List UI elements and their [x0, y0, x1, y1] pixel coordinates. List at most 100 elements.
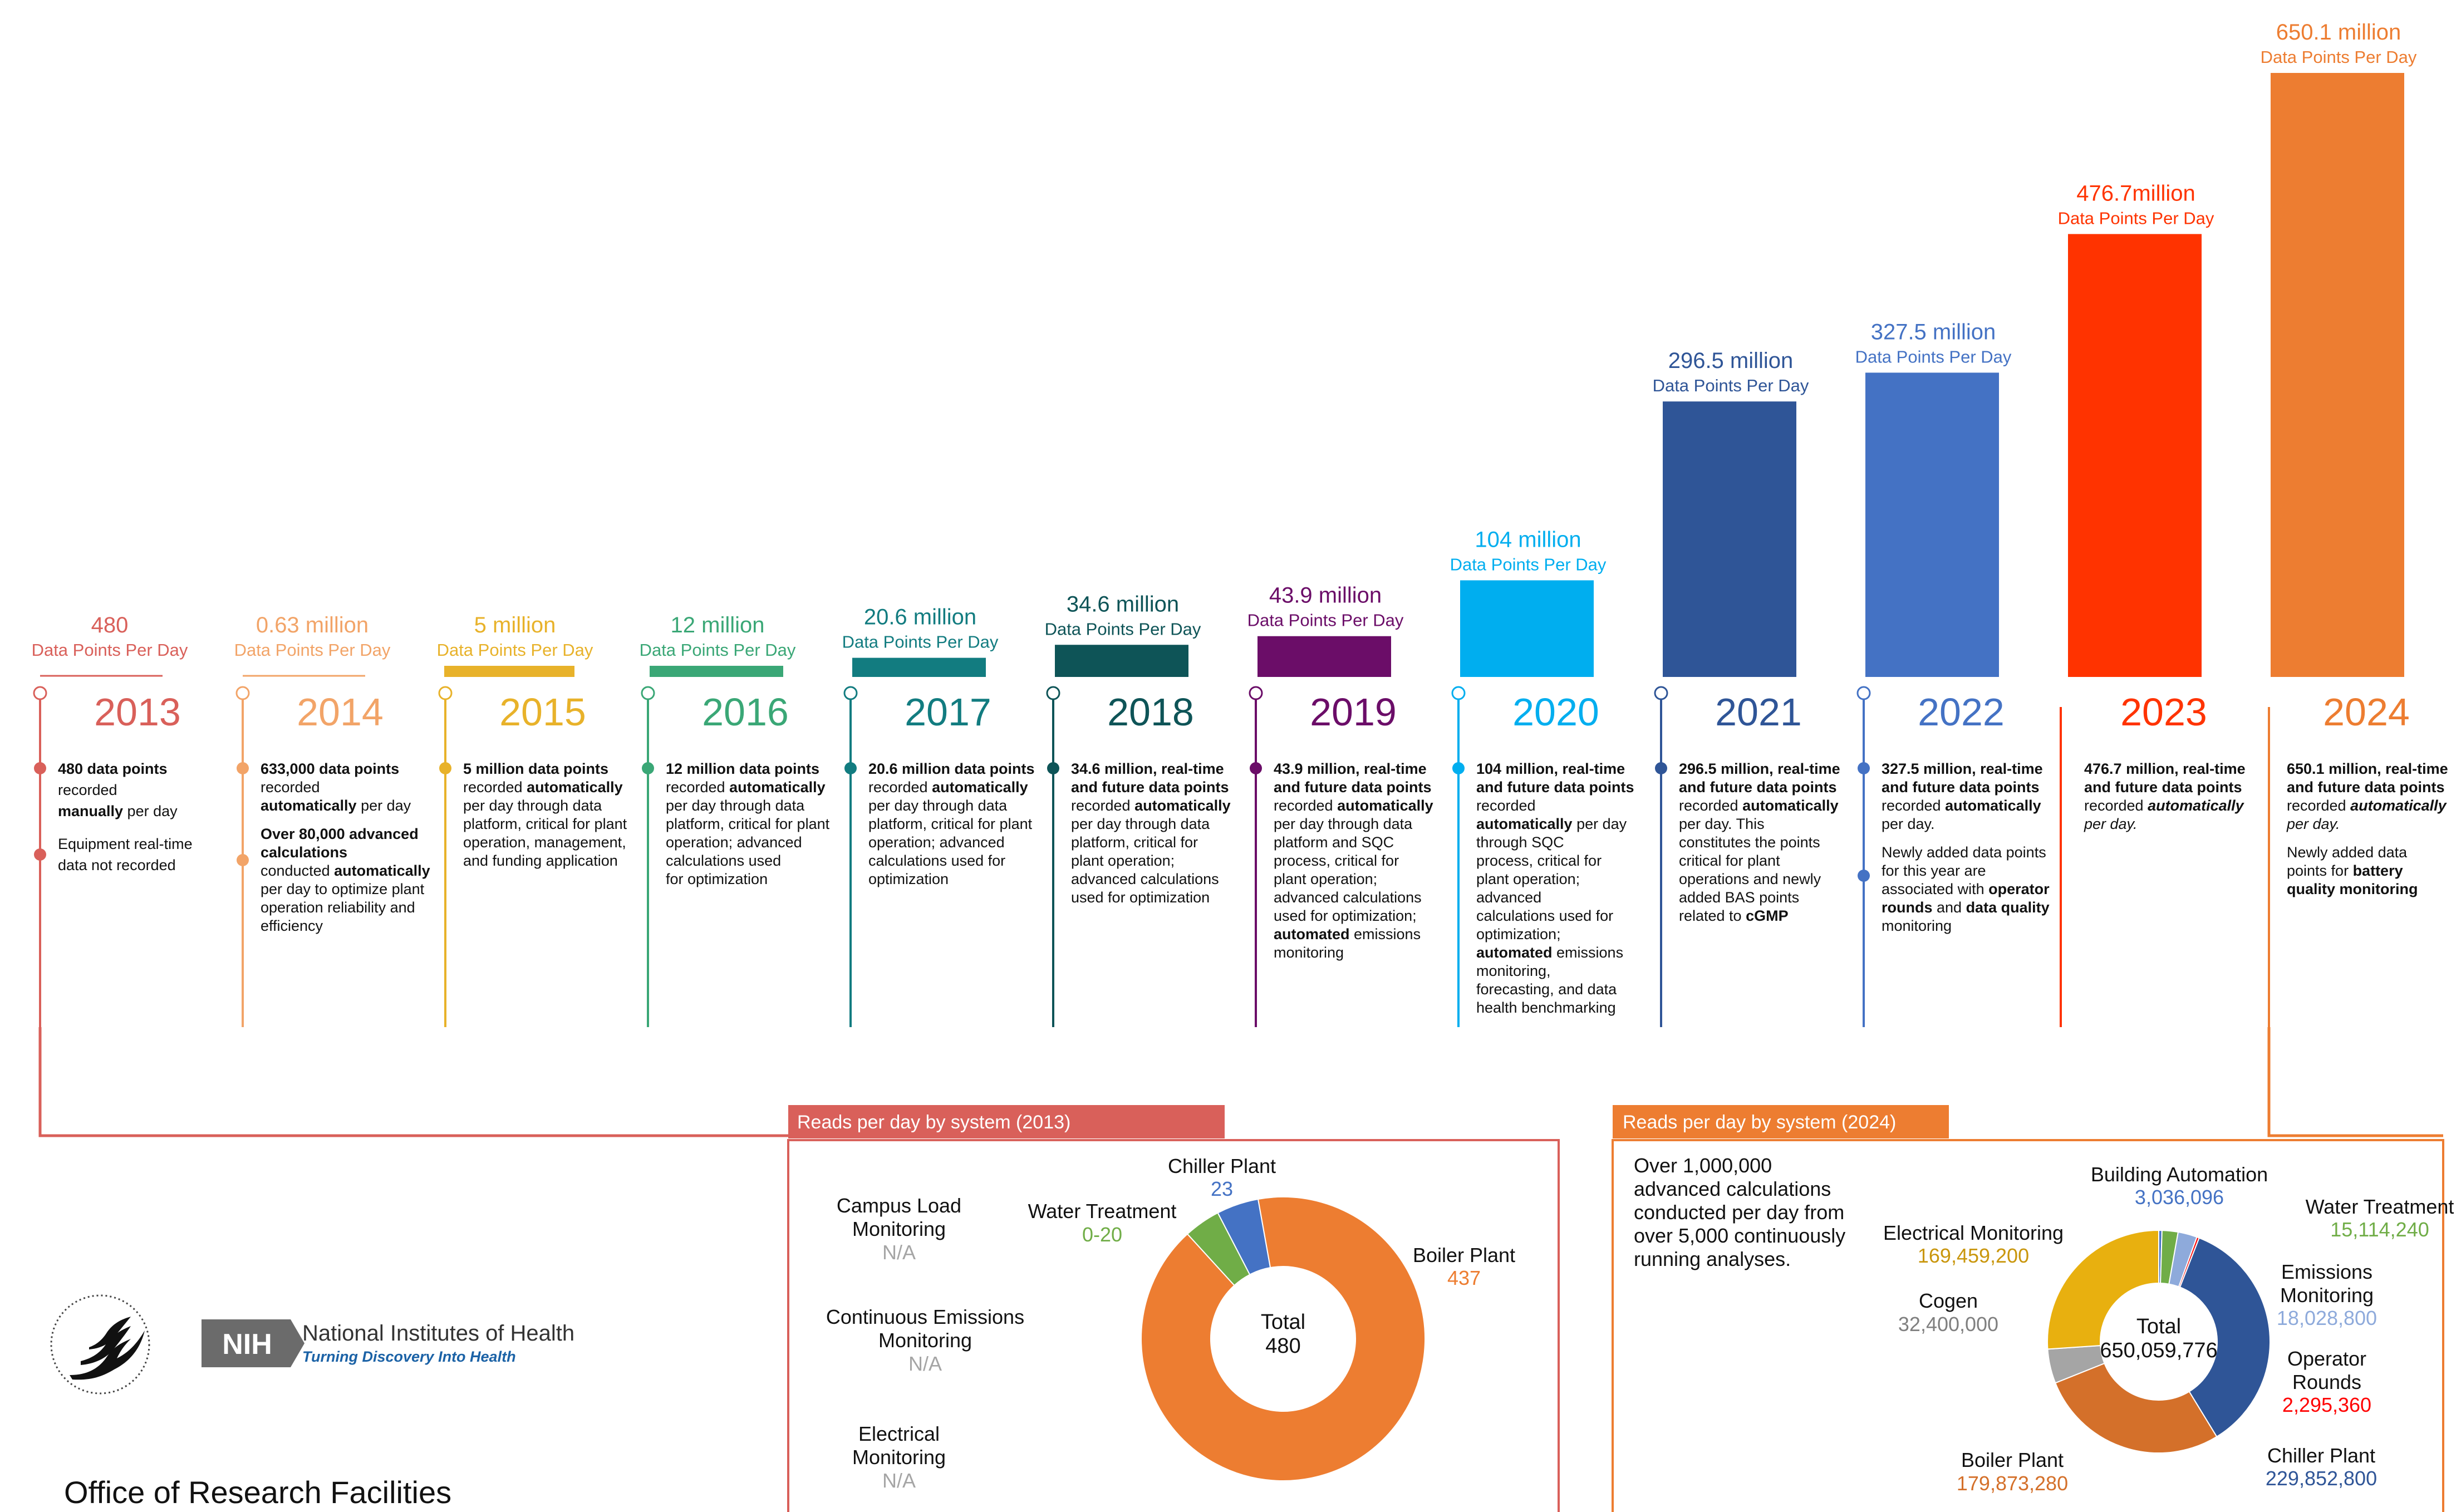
milestone-2016-line: platform, critical for plant [666, 816, 830, 832]
label-2024-cogen: Cogen [1919, 1289, 1978, 1312]
milestone-2019-line: per day through data [1274, 816, 1413, 832]
unit-label-2021: Data Points Per Day [1653, 376, 1809, 395]
milestone-2020-line: monitoring, [1476, 963, 1551, 979]
timeline-marker-icon [843, 686, 858, 700]
value-2013-boiler: 437 [1447, 1266, 1481, 1289]
bullet-2019 [1250, 762, 1262, 774]
nih-name: National Institutes of Health [302, 1321, 574, 1346]
bullet-2014 [237, 762, 249, 774]
milestone-2018-line: recorded automatically [1071, 797, 1231, 814]
milestone-2024-line: and future data points [2287, 779, 2445, 796]
value-2024-operator: 2,295,360 [2282, 1393, 2371, 1416]
milestone-2017-line: calculations used for [868, 852, 1005, 869]
milestone-2019-line: advanced calculations [1274, 889, 1422, 906]
milestone-2015-line: per day through data [463, 797, 602, 814]
year-column-2014: 0.63 million Data Points Per Day 2014 633,0… [234, 613, 430, 1027]
value-2024-water: 15,114,240 [2330, 1218, 2429, 1241]
milestone-2014-line: conducted automatically [261, 862, 430, 879]
milestone-2022-line: per day. [1882, 816, 1935, 832]
milestone-2019-line: recorded automatically [1274, 797, 1433, 814]
year-label-2018: 2018 [1107, 690, 1194, 734]
bar-2015 [444, 666, 574, 677]
svg-text:conducted per day from: conducted per day from [1634, 1201, 1844, 1224]
timeline-marker-icon [641, 686, 655, 700]
milestone-2021-line: critical for plant [1679, 852, 1780, 869]
year-label-2019: 2019 [1310, 690, 1397, 734]
nih-box-label: NIH [222, 1328, 272, 1361]
label-2013-boiler: Boiler Plant [1413, 1244, 1515, 1266]
svg-text:Over 1,000,000: Over 1,000,000 [1634, 1154, 1772, 1177]
bullet-2022 [1858, 762, 1870, 774]
milestone-2021-line: related to cGMP [1679, 907, 1789, 924]
svg-text:Monitoring: Monitoring [878, 1329, 972, 1352]
unit-label-2016: Data Points Per Day [640, 640, 796, 660]
timeline-marker-icon [235, 686, 250, 700]
timeline-marker-icon [1249, 686, 1263, 700]
milestone-2023-line: recorded automatically [2084, 797, 2245, 814]
milestone-2017-line: platform, critical for plant [868, 816, 1033, 832]
milestone-2024-line: recorded automatically [2287, 797, 2448, 814]
milestone-2014-line: per day to optimize plant [261, 881, 425, 897]
timeline-marker-icon [1451, 686, 1466, 700]
svg-text:over 5,000 continuously: over 5,000 continuously [1634, 1224, 1845, 1247]
milestone-2024-line: per day. [2286, 816, 2340, 832]
milestone-2024-line: points for battery [2287, 862, 2403, 879]
reads-panel-2024: Reads per day by system (2024) Total 650… [1612, 1105, 2454, 1512]
milestone-2019-line: process, critical for [1274, 852, 1399, 869]
unit-label-2022: Data Points Per Day [1855, 347, 2012, 366]
value-label-2022: 327.5 million [1871, 320, 1996, 344]
milestone-2020-line: 104 million, real-time [1476, 760, 1625, 777]
value-label-2015: 5 million [474, 613, 556, 637]
year-label-2017: 2017 [905, 690, 991, 734]
milestone-2021-line: added BAS points [1679, 889, 1799, 906]
panel-2013-title: Reads per day by system (2013) [797, 1112, 1070, 1133]
year-label-2015: 2015 [499, 690, 586, 734]
value-label-2018: 34.6 million [1067, 592, 1179, 616]
milestone-2016-line: per day through data [666, 797, 805, 814]
milestone-2013-line: Equipment real-time [58, 836, 193, 852]
year-label-2014: 2014 [297, 690, 384, 734]
value-label-2013: 480 [91, 613, 129, 637]
value-label-2016: 12 million [671, 613, 765, 637]
year-label-2021: 2021 [1715, 690, 1802, 734]
svg-text:Operator: Operator [2287, 1347, 2366, 1370]
milestone-2014-line: calculations [261, 844, 347, 861]
donut-2024-center-value: 650,059,776 [2100, 1339, 2217, 1362]
unit-label-2023: Data Points Per Day [2058, 208, 2214, 228]
milestone-2020-line: advanced [1476, 889, 1541, 906]
label-2024-chiller: Chiller Plant [2267, 1444, 2375, 1467]
year-label-2022: 2022 [1918, 690, 2005, 734]
year-column-2022: 327.5 million Data Points Per Day 2022 327.… [1855, 320, 2050, 1027]
milestone-2015-line: operation, management, [463, 834, 626, 851]
milestone-2018-line: plant operation; [1071, 852, 1175, 869]
unit-label-2017: Data Points Per Day [842, 632, 999, 652]
label-2024-emissions: Emissions Monitoring [2280, 1260, 2374, 1307]
value-label-2017: 20.6 million [864, 605, 976, 630]
bullet-2021 [1655, 762, 1667, 774]
year-label-2020: 2020 [1512, 690, 1599, 734]
milestone-2014-line: recorded [261, 779, 320, 796]
unit-label-2013: Data Points Per Day [32, 640, 188, 660]
value-2013-chiller: 23 [1211, 1177, 1233, 1200]
label-2013-emissions: Continuous Emissions Monitoring [826, 1305, 1024, 1352]
label-2024-building: Building Automation [2091, 1163, 2268, 1186]
connector-2024 [2267, 1027, 2443, 1137]
bar-2024 [2271, 73, 2404, 677]
bar-2019 [1257, 636, 1391, 677]
label-2013-electrical: Electrical Monitoring [852, 1422, 946, 1469]
donut-2024-center-label: Total [2136, 1315, 2181, 1338]
year-column-2015: 5 million Data Points Per Day 2015 5 millio… [437, 613, 627, 1027]
bullet-2018 [1047, 762, 1059, 774]
bullet-2015 [439, 762, 451, 774]
milestone-2020-line: recorded [1476, 797, 1536, 814]
milestone-2021-line: per day. This [1679, 816, 1765, 832]
milestone-2015-line: 5 million data points [463, 760, 608, 777]
milestone-2021-line: and future data points [1679, 779, 1837, 796]
bullet-2022-b [1858, 870, 1870, 882]
value-label-2021: 296.5 million [1668, 348, 1794, 373]
milestone-2014-line: 633,000 data points [261, 760, 399, 777]
milestone-2017-line: recorded automatically [868, 779, 1028, 796]
milestone-2020-line: calculations used for [1476, 907, 1613, 924]
